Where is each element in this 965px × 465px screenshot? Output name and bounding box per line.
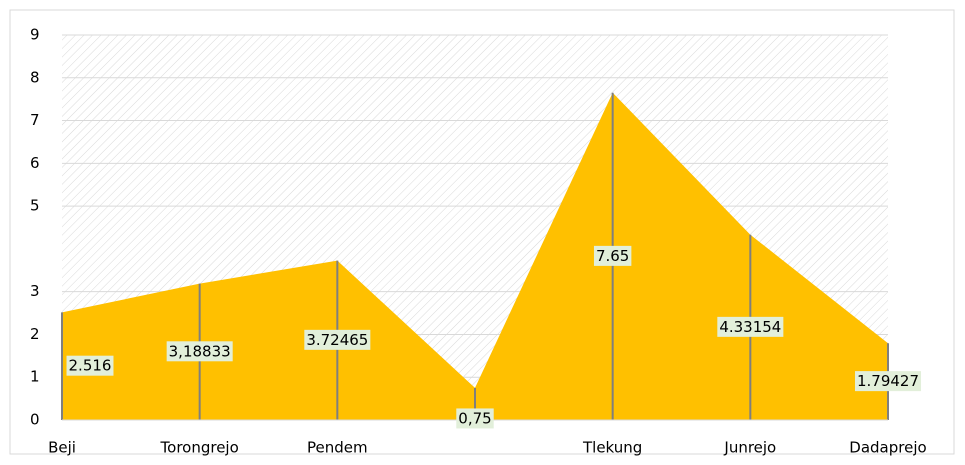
y-tick-label: 9 <box>30 26 40 44</box>
x-tick-label: Tlekung <box>582 439 642 457</box>
x-tick-label: Junrejo <box>723 439 776 457</box>
y-tick-label: 8 <box>30 68 40 86</box>
y-tick-label: 5 <box>30 197 40 215</box>
x-tick-label: Torongrejo <box>160 439 239 457</box>
x-tick-label: Beji <box>48 439 76 457</box>
data-label-bg <box>304 329 371 350</box>
data-label: 2.516 <box>69 357 112 375</box>
y-tick-label: 6 <box>30 154 40 172</box>
data-label-bg <box>593 245 632 266</box>
area <box>62 92 888 420</box>
data-label-bg <box>166 341 233 362</box>
data-label: 4.33154 <box>719 318 781 336</box>
data-label-bg <box>456 408 494 429</box>
data-label-bg <box>854 371 922 392</box>
y-tick-label: 2 <box>30 325 40 343</box>
data-label: 1.79427 <box>857 372 919 390</box>
y-tick-label: 3 <box>30 282 40 300</box>
data-label: 3,18833 <box>169 342 231 360</box>
y-tick-label: 1 <box>30 368 40 386</box>
data-label: 7.65 <box>596 247 629 265</box>
y-tick-label: 0 <box>30 411 40 429</box>
x-tick-label: Dadaprejo <box>849 439 926 457</box>
x-tick-label: Pendem <box>307 439 368 457</box>
data-label-bg <box>717 316 784 337</box>
data-label-bg <box>66 355 114 376</box>
data-label: 3.72465 <box>306 331 368 349</box>
data-label: 0,75 <box>458 409 491 427</box>
y-tick-label: 7 <box>30 111 40 129</box>
